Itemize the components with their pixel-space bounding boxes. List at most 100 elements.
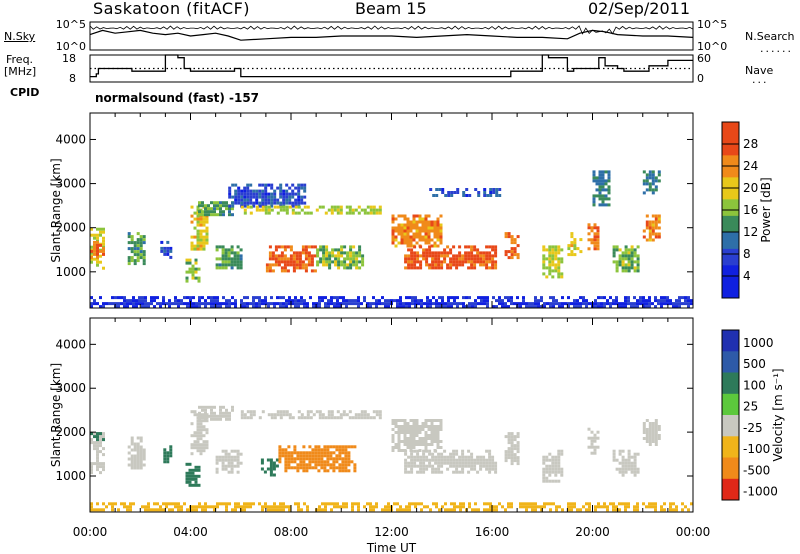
velocity-panel-cell [193,431,197,435]
velocity-panel-cell [221,458,225,462]
velocity-panel-cell [407,461,411,465]
power-panel-cell [297,299,300,303]
power-panel-cell [264,183,268,187]
power-panel-cell [102,249,105,253]
power-colorbar-segment [722,163,739,167]
velocity-panel-cell [542,467,546,471]
velocity-panel-cell [436,443,440,446]
power-panel-cell [255,189,259,193]
power-panel-cell [307,245,311,249]
power-panel-cell [645,179,649,183]
velocity-panel-cell [391,428,395,431]
power-panel-cell [430,223,434,227]
power-panel-cell [142,235,146,239]
velocity-panel-cell [433,428,437,431]
velocity-panel-cell [336,505,339,509]
velocity-panel-cell [303,502,306,506]
velocity-panel-cell [409,443,413,446]
power-panel-cell [337,254,341,258]
power-panel-cell [285,305,288,309]
power-panel-cell [482,257,486,261]
power-panel-cell [663,296,666,300]
velocity-panel-cell [561,508,564,512]
power-panel-cell [630,302,633,306]
velocity-panel-cell [648,428,652,431]
freq-label-line1: Freq. [6,53,34,66]
velocity-panel-cell [404,470,408,474]
power-panel-cell [494,254,498,258]
power-panel-cell [381,296,384,300]
velocity-panel-cell [314,445,318,449]
power-panel-cell [237,198,241,202]
power-panel-cell [630,251,634,255]
power-panel-cell [573,247,577,251]
power-panel-cell [540,296,543,300]
power-panel-cell [216,299,219,303]
power-panel-cell [343,266,347,270]
power-panel-cell [464,257,468,261]
velocity-panel-cell [446,458,450,462]
velocity-panel-cell [96,438,99,442]
power-panel-cell [279,183,283,187]
velocity-panel-cell [446,455,450,459]
power-panel-cell [440,263,444,267]
velocity-panel-cell [338,469,342,473]
power-panel-cell [286,263,290,267]
power-panel-cell [193,211,197,215]
power-panel-cell [283,266,287,270]
power-panel-cell [333,302,336,306]
velocity-panel-cell [421,440,425,443]
power-panel-cell [231,204,235,208]
power-panel-cell [343,245,347,249]
velocity-panel-cell [288,508,291,512]
power-panel-cell [411,296,414,300]
power-panel-cell [127,256,131,260]
power-panel-cell [474,302,477,306]
velocity-panel-cell [437,458,441,462]
power-panel-cell [298,257,302,261]
power-panel-cell [237,186,241,190]
power-panel-cell [297,201,301,205]
velocity-panel-cell [185,474,189,478]
velocity-panel-cell [409,425,413,428]
velocity-panel-cell [507,432,511,436]
power-panel-cell [105,302,108,306]
power-panel-ytick-label: 2000 [55,221,86,235]
cpid-label: CPID [10,86,40,99]
power-panel-cell [218,245,222,249]
power-panel-cell [219,213,222,217]
velocity-panel-cell [93,444,96,448]
power-panel-cell [416,254,420,258]
power-panel-cell [554,254,558,258]
power-panel-cell [504,305,507,309]
power-panel-cell [283,263,287,267]
velocity-panel-cell [597,505,600,509]
velocity-panel-cell [636,467,640,471]
power-panel-cell [301,260,305,264]
power-panel-cell [598,197,602,201]
velocity-panel-cell [344,451,348,455]
power-panel-cell [498,302,501,306]
power-panel-cell [300,195,304,199]
power-panel-cell [331,251,335,255]
power-colorbar-segment [722,273,739,277]
power-panel-cell [246,195,250,199]
power-panel-cell [621,254,625,258]
velocity-panel-cell [194,483,198,487]
power-panel-cell [133,250,137,254]
velocity-panel-cell [168,508,171,512]
velocity-panel-cell [567,502,570,506]
power-panel-cell [654,296,657,300]
nsearch-dots: ······ [760,45,793,58]
velocity-panel-cell [615,508,618,512]
velocity-panel-cell [311,448,315,452]
velocity-panel-cell [96,441,99,445]
velocity-panel-cell [193,446,197,450]
power-panel-cell [108,302,111,306]
velocity-panel-cell [412,434,416,437]
power-panel-cell [199,208,203,212]
power-panel-cell [352,260,356,264]
power-panel-cell [387,305,390,309]
power-panel-cell [598,185,602,189]
power-panel-cell [444,302,447,306]
